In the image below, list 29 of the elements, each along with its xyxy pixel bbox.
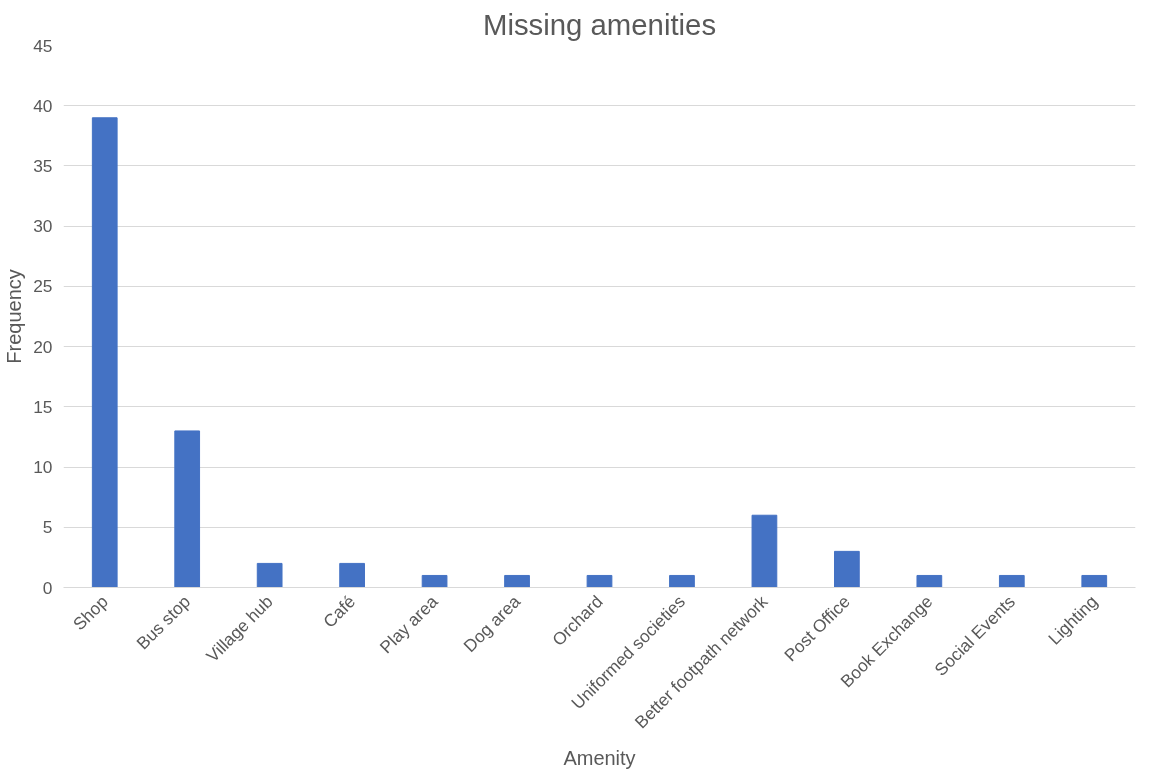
bar	[256, 562, 283, 588]
y-tick-label: 10	[33, 457, 53, 478]
bar	[669, 574, 695, 588]
bar	[998, 574, 1025, 588]
bar	[504, 574, 530, 588]
x-tick-label: Dog area	[459, 591, 525, 656]
bar	[1081, 574, 1108, 588]
bar	[834, 550, 860, 588]
x-axis-title: Amenity	[563, 747, 636, 770]
y-tick-label: 20	[33, 336, 53, 357]
y-axis-title: Frequency	[3, 269, 26, 364]
bar	[339, 562, 365, 588]
x-tick-label: Play area	[375, 591, 442, 658]
y-tick-label: 15	[33, 396, 53, 417]
y-tick-label: 40	[33, 95, 53, 116]
y-tick-label: 35	[33, 155, 53, 176]
y-tick-label: 30	[33, 216, 53, 237]
y-tick-label: 5	[42, 517, 53, 538]
y-tick-label: 0	[42, 577, 53, 598]
bar	[586, 574, 613, 588]
bar	[421, 574, 448, 588]
chart-title: Missing amenities	[482, 7, 717, 41]
bar	[174, 430, 201, 588]
y-tick-label: 25	[33, 276, 53, 297]
bar	[916, 574, 943, 588]
bar	[751, 514, 778, 588]
x-tick-label: Bus stop	[132, 591, 195, 654]
bar	[91, 117, 118, 588]
y-tick-label: 45	[33, 35, 53, 56]
